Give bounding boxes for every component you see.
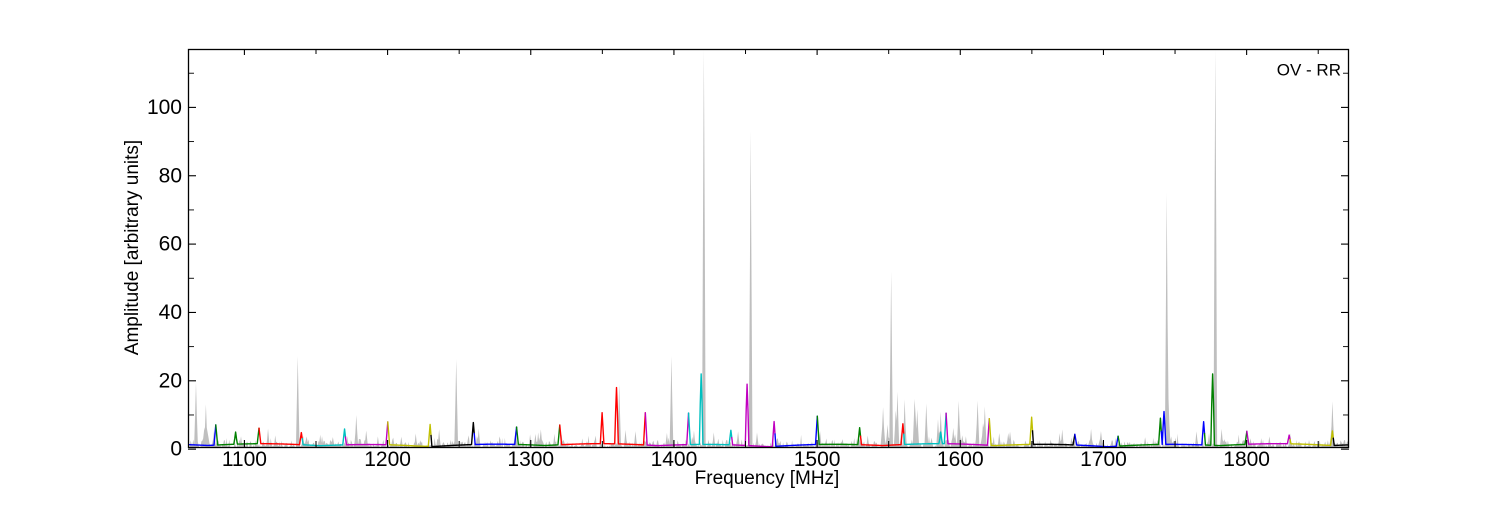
svg-text:80: 80 [159, 164, 182, 187]
svg-text:Amplitude [arbitrary units]: Amplitude [arbitrary units] [122, 140, 143, 355]
svg-text:1600: 1600 [937, 448, 984, 471]
svg-text:60: 60 [159, 233, 182, 256]
svg-text:1800: 1800 [1223, 448, 1270, 471]
svg-text:OV - RR: OV - RR [1277, 61, 1341, 80]
svg-text:Frequency [MHz]: Frequency [MHz] [695, 468, 840, 489]
svg-text:1400: 1400 [651, 448, 698, 471]
svg-text:40: 40 [159, 301, 182, 324]
svg-text:100: 100 [147, 96, 182, 119]
svg-text:20: 20 [159, 369, 182, 392]
svg-text:1700: 1700 [1080, 448, 1127, 471]
svg-text:1300: 1300 [507, 448, 554, 471]
svg-text:1100: 1100 [222, 448, 267, 471]
svg-text:0: 0 [170, 438, 182, 461]
svg-text:1200: 1200 [364, 448, 411, 471]
